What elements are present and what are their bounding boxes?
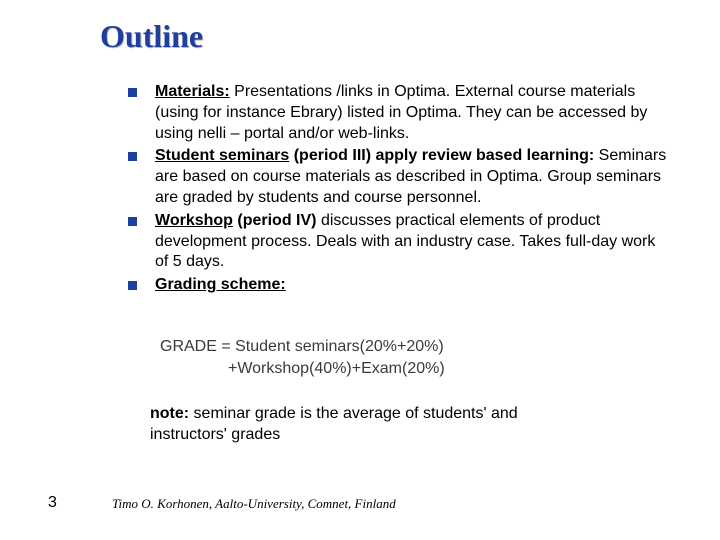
bullet-list: Materials: Presentations /links in Optim… — [128, 82, 668, 298]
list-item: Student seminars (period III) apply revi… — [128, 146, 668, 208]
list-item: Workshop (period IV) discusses practical… — [128, 211, 668, 273]
bullet-lead: Grading scheme: — [155, 276, 286, 293]
bullet-text: Workshop (period IV) discusses practical… — [155, 211, 668, 273]
formula-line2: +Workshop(40%)+Exam(20%) — [160, 358, 445, 380]
bullet-rest: Presentations /links in Optima. External… — [155, 83, 647, 142]
note-label: note: — [150, 405, 189, 422]
bullet-icon — [128, 217, 137, 226]
page-number: 3 — [48, 494, 57, 512]
bullet-icon — [128, 281, 137, 290]
footer-credit: Timo O. Korhonen, Aalto-University, Comn… — [112, 496, 396, 512]
bullet-text: Materials: Presentations /links in Optim… — [155, 82, 668, 144]
list-item: Grading scheme: — [128, 275, 668, 296]
note-text: seminar grade is the average of students… — [150, 405, 518, 443]
slide-title: Outline — [100, 18, 203, 55]
formula-line1: GRADE = Student seminars(20%+20%) — [160, 336, 445, 358]
bullet-icon — [128, 88, 137, 97]
bullet-text: Grading scheme: — [155, 275, 668, 296]
bullet-lead: Materials: — [155, 83, 230, 100]
bullet-lead-extra: (period III) apply review based learning… — [289, 147, 594, 164]
slide: Outline Materials: Presentations /links … — [0, 0, 720, 540]
bullet-lead: Workshop — [155, 212, 233, 229]
grading-formula: GRADE = Student seminars(20%+20%) +Works… — [160, 336, 445, 379]
bullet-icon — [128, 152, 137, 161]
note: note: seminar grade is the average of st… — [150, 404, 530, 446]
bullet-lead: Student seminars — [155, 147, 289, 164]
bullet-lead-extra: (period IV) — [233, 212, 317, 229]
list-item: Materials: Presentations /links in Optim… — [128, 82, 668, 144]
bullet-text: Student seminars (period III) apply revi… — [155, 146, 668, 208]
